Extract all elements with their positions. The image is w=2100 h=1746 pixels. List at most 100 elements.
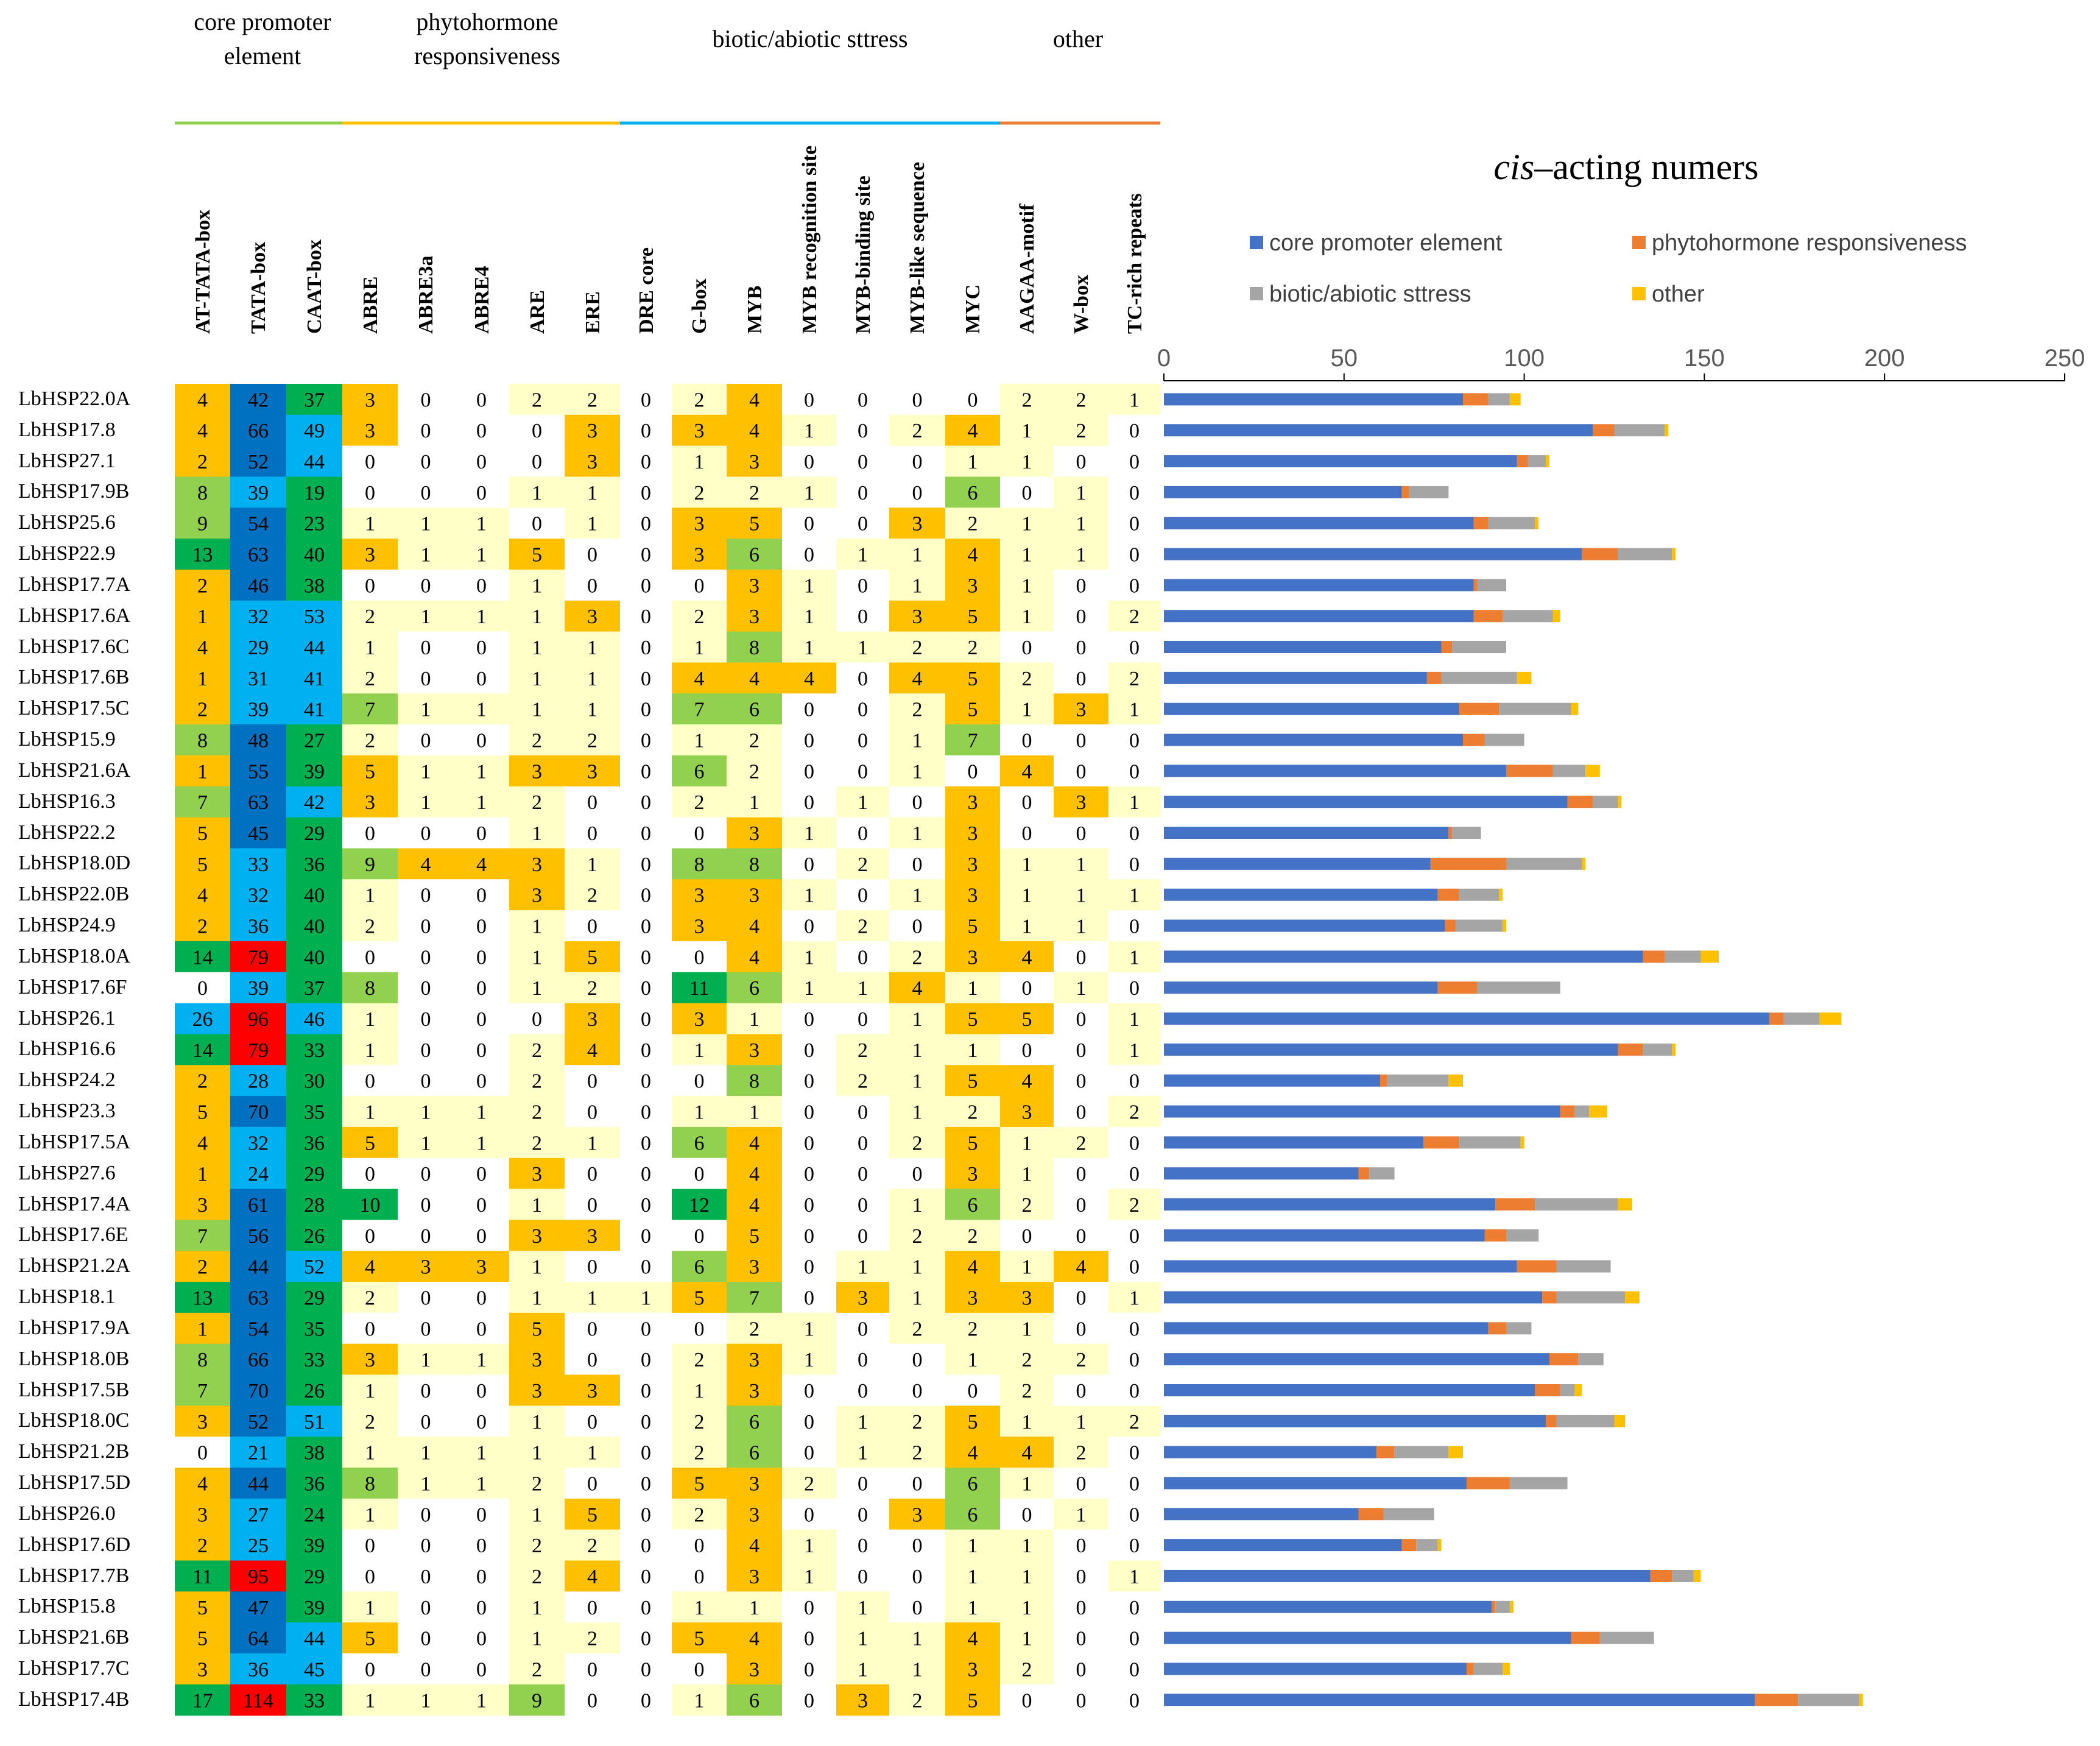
heatmap-cell-value: 1 xyxy=(532,606,542,628)
heatmap-cell xyxy=(1000,817,1054,849)
heatmap-cell-value: 2 xyxy=(858,1070,868,1093)
heatmap-cell xyxy=(175,1065,231,1097)
heatmap-cell xyxy=(286,1158,343,1190)
heatmap-cell xyxy=(398,972,454,1004)
heatmap-cell xyxy=(836,600,890,632)
heatmap-cell-value: 0 xyxy=(421,420,431,442)
heatmap-cell xyxy=(342,1282,398,1313)
heatmap-cell xyxy=(889,1096,946,1128)
heatmap-cell-value: 0 xyxy=(641,791,651,814)
heatmap-cell xyxy=(230,414,287,447)
heatmap-cell xyxy=(286,1282,343,1313)
heatmap-cell-value: 2 xyxy=(912,946,923,969)
heatmap-cell-value: 31 xyxy=(248,668,269,690)
heatmap-cell-value: 2 xyxy=(968,513,978,535)
heatmap-cell-value: 3 xyxy=(912,513,923,535)
bar-segment xyxy=(1643,950,1665,963)
heatmap-cell-value: 0 xyxy=(421,1039,431,1062)
heatmap-cell-value: 0 xyxy=(532,420,542,442)
heatmap-cell-value: 4 xyxy=(749,1163,759,1186)
bar-segment xyxy=(1164,796,1568,808)
bar-segment xyxy=(1672,548,1676,560)
bar-segment xyxy=(1164,1229,1485,1242)
heatmap-cell xyxy=(286,539,343,570)
heatmap-cell xyxy=(1000,972,1054,1004)
heatmap-cell xyxy=(175,662,231,694)
heatmap-cell xyxy=(782,848,837,880)
heatmap-cell xyxy=(342,1096,398,1128)
heatmap-cell-value: 1 xyxy=(1129,699,1140,721)
heatmap-cell-value: 54 xyxy=(248,1318,269,1340)
heatmap-cell-value: 1 xyxy=(365,513,375,535)
heatmap-cell xyxy=(836,1126,890,1159)
heatmap-cell xyxy=(672,1034,727,1066)
heatmap-cell-value: 48 xyxy=(248,730,269,752)
heatmap-cell xyxy=(1000,1220,1054,1251)
heatmap-row: 14 79 33 1 0 0 2 4 0 1 3 0 2 1 1 0 0 1 xyxy=(175,1034,1161,1066)
heatmap-cell-value: 2 xyxy=(1022,389,1032,411)
heatmap-cell-value: 44 xyxy=(304,637,325,659)
heatmap-cell xyxy=(509,507,565,539)
heatmap-cell-value: 2 xyxy=(749,730,759,752)
heatmap-cell xyxy=(565,879,621,911)
heatmap-cell xyxy=(565,662,621,694)
bar-segment xyxy=(1618,1198,1633,1211)
bar-segment xyxy=(1509,1600,1513,1613)
heatmap-cell xyxy=(1054,1282,1109,1313)
bar-segment xyxy=(1164,950,1643,963)
heatmap-cell-value: 2 xyxy=(694,482,705,504)
heatmap-cell xyxy=(889,1065,946,1097)
heatmap-cell xyxy=(509,786,565,818)
heatmap-cell-value: 0 xyxy=(641,946,651,969)
heatmap-cell-value: 0 xyxy=(694,1163,705,1186)
heatmap-cell xyxy=(1108,1126,1161,1159)
heatmap-cell-value: 0 xyxy=(476,574,487,597)
heatmap-cell xyxy=(286,1220,343,1251)
heatmap-row: 1 32 53 2 1 1 1 3 0 2 3 1 0 3 5 1 0 2 xyxy=(175,600,1161,632)
bar-segment xyxy=(1488,393,1510,406)
heatmap-cell xyxy=(1054,1158,1109,1190)
heatmap-cell-value: 5 xyxy=(968,668,978,690)
heatmap-cell xyxy=(1108,414,1161,447)
heatmap-cell xyxy=(175,910,231,942)
heatmap-cell xyxy=(782,1126,837,1159)
heatmap-cell xyxy=(286,724,343,756)
heatmap-cell xyxy=(342,569,398,601)
heatmap-cell-value: 1 xyxy=(421,1349,431,1371)
heatmap-cell xyxy=(945,848,1001,880)
heatmap-cell xyxy=(1108,1251,1161,1282)
bar-row xyxy=(1164,1074,1464,1087)
bar-segment xyxy=(1164,1446,1377,1458)
heatmap-cell-value: 6 xyxy=(694,1132,705,1154)
heatmap-cell-value: 0 xyxy=(641,730,651,752)
heatmap-cell-value: 1 xyxy=(365,1008,375,1031)
bar-segment xyxy=(1164,1415,1546,1427)
heatmap-cell-value: 0 xyxy=(858,885,868,907)
bar-segment xyxy=(1387,1074,1449,1087)
heatmap-cell xyxy=(342,1003,398,1035)
heatmap-cell-value: 0 xyxy=(421,389,431,411)
heatmap-cell-value: 1 xyxy=(968,1349,978,1371)
heatmap-cell-value: 1 xyxy=(804,1318,814,1340)
heatmap-cell-value: 0 xyxy=(641,916,651,938)
heatmap-cell xyxy=(175,414,231,447)
heatmap-cell-value: 32 xyxy=(248,606,269,628)
heatmap-cell-value: 4 xyxy=(587,1039,597,1062)
bar-segment xyxy=(1164,981,1438,994)
heatmap-cell xyxy=(398,1126,454,1159)
heatmap-cell xyxy=(672,631,727,663)
heatmap-cell-value: 1 xyxy=(968,977,978,1000)
heatmap-cell-value: 8 xyxy=(365,977,375,1000)
heatmap-cell xyxy=(398,879,454,911)
heatmap-cell xyxy=(286,1189,343,1221)
heatmap-cell-value: 0 xyxy=(858,822,868,845)
bar-segment xyxy=(1376,1446,1395,1458)
heatmap-cell xyxy=(945,1003,1001,1035)
heatmap-cell xyxy=(727,1189,783,1221)
category-label-line: core promoter xyxy=(194,8,331,35)
heatmap-cell-value: 0 xyxy=(858,1380,868,1402)
heatmap-cell xyxy=(782,414,837,447)
heatmap-row: 1 24 29 0 0 0 3 0 0 0 4 0 0 0 3 1 0 0 xyxy=(175,1158,1161,1190)
heatmap-cell-value: 2 xyxy=(1022,668,1032,690)
heatmap-cell-value: 0 xyxy=(641,482,651,504)
